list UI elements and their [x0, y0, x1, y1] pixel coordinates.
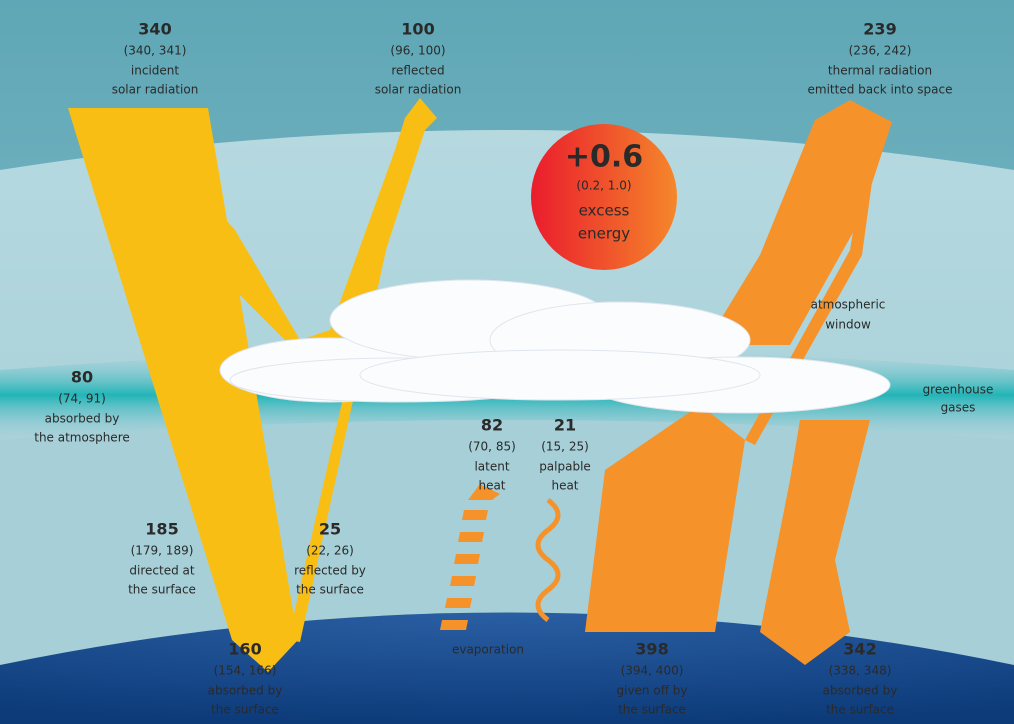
flow-label: directed at — [129, 564, 194, 578]
flow-range: (154, 166) — [214, 664, 277, 678]
flow-label: absorbed by — [45, 412, 120, 426]
annotation: evaporation — [452, 643, 524, 657]
flow-label: the surface — [296, 583, 364, 597]
flow-label: the surface — [128, 583, 196, 597]
flow-label: solar radiation — [375, 83, 462, 97]
evaporation-stripes — [440, 484, 500, 630]
flow-label: the surface — [826, 703, 894, 717]
excess-energy-circle — [531, 124, 677, 270]
flow-label: emitted back into space — [808, 83, 953, 97]
excess-value: +0.6 — [565, 140, 643, 175]
annotation: atmospheric — [811, 298, 886, 312]
annotation: gases — [941, 401, 976, 415]
flow-value: 25 — [319, 520, 341, 539]
excess-label: energy — [578, 225, 630, 243]
flow-label: reflected by — [294, 564, 366, 578]
flow-value: 100 — [401, 20, 434, 39]
flow-label: palpable — [539, 460, 591, 474]
flow-value: 340 — [138, 20, 171, 39]
annotation: greenhouse — [923, 383, 994, 397]
flow-label: the atmosphere — [34, 431, 130, 445]
palpable-heat-wave — [535, 498, 561, 622]
flow-range: (70, 85) — [468, 440, 516, 454]
flow-value: 80 — [71, 368, 93, 387]
flow-value: 185 — [145, 520, 178, 539]
flow-range: (15, 25) — [541, 440, 589, 454]
flow-label: absorbed by — [823, 684, 898, 698]
flow-label: the surface — [618, 703, 686, 717]
excess-label: excess — [579, 202, 630, 220]
flow-label: thermal radiation — [828, 64, 932, 78]
flow-range: (394, 400) — [621, 664, 684, 678]
thermal-arrows — [585, 100, 892, 665]
flow-label: absorbed by — [208, 684, 283, 698]
annotation: window — [825, 318, 871, 332]
flow-value: 239 — [863, 20, 896, 39]
flow-label: solar radiation — [112, 83, 199, 97]
flow-label: incident — [131, 64, 179, 78]
labels: 340 (340, 341) incident solar radiation 100 (… — [34, 20, 993, 717]
flow-range: (179, 189) — [131, 544, 194, 558]
flow-range: (340, 341) — [124, 44, 187, 58]
flow-label: given off by — [617, 684, 688, 698]
flow-label: heat — [551, 479, 578, 493]
flow-range: (22, 26) — [306, 544, 354, 558]
flow-range: (338, 348) — [829, 664, 892, 678]
flow-value: 342 — [843, 640, 876, 659]
flow-label: heat — [478, 479, 505, 493]
flow-range: (236, 242) — [849, 44, 912, 58]
flow-range: (74, 91) — [58, 392, 106, 406]
flow-label: latent — [474, 460, 509, 474]
flow-range: (96, 100) — [390, 44, 445, 58]
excess-range: (0.2, 1.0) — [576, 179, 631, 193]
flow-label: the surface — [211, 703, 279, 717]
clouds — [219, 279, 891, 414]
flow-value: 21 — [554, 416, 576, 435]
flow-label: reflected — [391, 64, 444, 78]
flow-value: 398 — [635, 640, 668, 659]
flow-value: 160 — [228, 640, 261, 659]
flow-value: 82 — [481, 416, 503, 435]
